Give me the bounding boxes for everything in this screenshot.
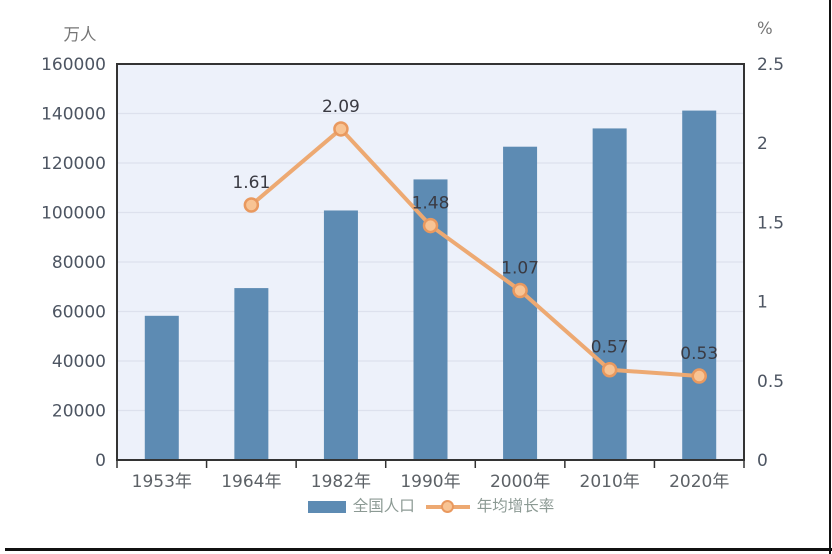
- marker-1982年: [333, 121, 349, 137]
- y-axis-label-left: 80000: [52, 253, 106, 273]
- value-label-2010年: 0.57: [591, 338, 629, 358]
- y-axis-label-left: 60000: [52, 303, 106, 323]
- page-bottom-rule: [5, 548, 832, 551]
- x-axis-label: 2010年: [580, 472, 640, 492]
- value-label-1982年: 2.09: [322, 97, 360, 117]
- x-axis-label: 2000年: [490, 472, 550, 492]
- y-axis-label-right: 2.5: [757, 55, 784, 75]
- marker-1964年: [243, 197, 260, 213]
- y-axis-label-left: 20000: [52, 402, 106, 422]
- legend-marker-dot-icon: [440, 500, 454, 513]
- legend-bar-swatch-icon: [307, 501, 346, 513]
- marker-2010年: [601, 361, 618, 378]
- legend-label-growth-rate: 年均增长率: [476, 497, 555, 516]
- x-axis-label: 1964年: [221, 472, 281, 492]
- value-label-1964年: 1.61: [232, 173, 270, 193]
- y-axis-label-right: 2: [757, 134, 768, 154]
- left-axis-unit-label: 万人: [63, 25, 97, 44]
- marker-2000年: [512, 282, 528, 299]
- bar-2000年: [503, 146, 538, 460]
- marker-2020年: [691, 368, 707, 384]
- right-axis-unit-label: %: [757, 19, 773, 38]
- y-axis-label-left: 120000: [41, 154, 106, 174]
- x-axis-label: 1990年: [400, 472, 460, 492]
- x-axis-label: 1982年: [311, 472, 371, 492]
- y-axis-label-right: 1.5: [757, 213, 784, 233]
- bar-1982年: [323, 210, 358, 460]
- value-label-2000年: 1.07: [501, 259, 539, 279]
- y-axis-label-left: 40000: [52, 352, 106, 372]
- growth-rate-line: [249, 126, 702, 379]
- y-axis-label-right: 1: [757, 293, 768, 313]
- x-axis-label: 1953年: [132, 472, 192, 492]
- y-axis-label-left: 100000: [41, 204, 106, 224]
- value-label-2020年: 0.53: [680, 344, 718, 364]
- y-axis-label-left: 140000: [41, 105, 106, 125]
- y-axis-label-right: 0.5: [757, 372, 784, 392]
- bar-1964年: [234, 288, 269, 460]
- bar-2010年: [592, 128, 627, 460]
- legend-label-national-population: 全国人口: [352, 497, 415, 516]
- marker-1990年: [422, 217, 439, 234]
- y-axis-label-left: 0: [95, 451, 106, 471]
- bar-2020年: [682, 110, 717, 461]
- y-axis-label-right: 0: [757, 451, 768, 471]
- x-axis-label: 2020年: [669, 472, 729, 492]
- plot-frame: [116, 63, 745, 461]
- chart-legend: 全国人口 年均增长率: [117, 495, 745, 519]
- bar-1953年: [144, 315, 179, 460]
- y-axis-label-left: 160000: [41, 55, 106, 75]
- legend-line-swatch-icon: [425, 499, 470, 515]
- value-label-1990年: 1.48: [412, 194, 450, 214]
- page-right-border: [829, 0, 831, 554]
